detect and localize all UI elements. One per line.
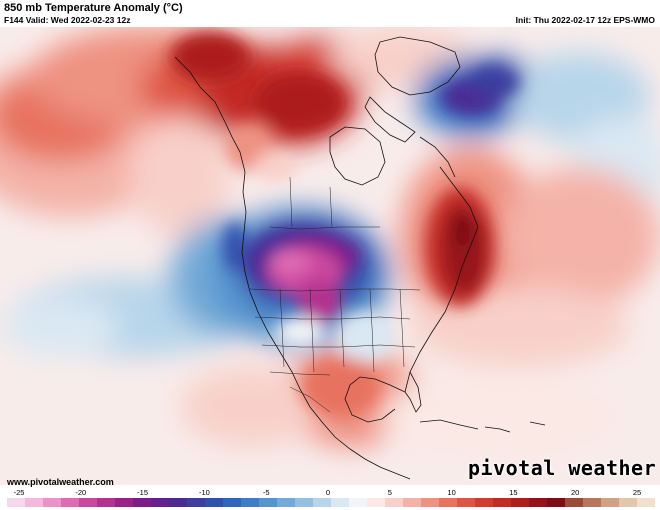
colorbar-swatch <box>349 498 367 507</box>
colorbar-swatch <box>385 498 403 507</box>
colorbar-swatch <box>43 498 61 507</box>
colorbar-swatch <box>187 498 205 507</box>
colorbar-swatch <box>475 498 493 507</box>
colorbar-swatch <box>619 498 637 507</box>
colorbar-swatch <box>583 498 601 507</box>
colorbar-swatch <box>511 498 529 507</box>
colorbar-swatch <box>421 498 439 507</box>
colorbar-tick-label: -25 <box>13 488 25 497</box>
colorbar-swatch <box>565 498 583 507</box>
colorbar-swatch <box>331 498 349 507</box>
colorbar-swatch <box>403 498 421 507</box>
colorbar-swatch <box>223 498 241 507</box>
map-title: 850 mb Temperature Anomaly (°C) <box>4 2 183 14</box>
colorbar-swatch <box>61 498 79 507</box>
political-borders <box>249 176 421 413</box>
colorbar-swatch <box>637 498 655 507</box>
colorbar-tick-label: 20 <box>571 488 580 497</box>
colorbar-swatch <box>7 498 25 507</box>
colorbar-swatch <box>115 498 133 507</box>
site-credit: www.pivotalweather.com <box>7 477 114 487</box>
colorbar-tick-label: 10 <box>447 488 456 497</box>
colorbar-swatch <box>205 498 223 507</box>
colorbar-tick-label: -15 <box>137 488 149 497</box>
colorbar-swatch <box>169 498 187 507</box>
colorbar-swatch <box>277 498 295 507</box>
colorbar-tick-label: -5 <box>262 488 270 497</box>
colorbar-swatch <box>241 498 259 507</box>
anomaly-map[interactable] <box>0 27 660 485</box>
colorbar-swatch <box>439 498 457 507</box>
map-canvas <box>0 27 660 485</box>
colorbar: -25 -20 -15 -10 -5 0 5 10 15 20 25 <box>0 488 660 510</box>
header: 850 mb Temperature Anomaly (°C) F144 Val… <box>0 0 660 27</box>
colorbar-swatch <box>97 498 115 507</box>
brand-logo: pivotal weather <box>468 456 657 480</box>
colorbar-swatch <box>529 498 547 507</box>
colorbar-tick-label: 25 <box>632 488 642 497</box>
valid-time: F144 Valid: Wed 2022-02-23 12z <box>4 15 131 25</box>
colorbar-tick-label: 5 <box>387 488 392 497</box>
colorbar-swatch <box>547 498 565 507</box>
colorbar-swatch <box>367 498 385 507</box>
colorbar-tick-label: 15 <box>509 488 518 497</box>
colorbar-swatch <box>25 498 43 507</box>
colorbar-swatch <box>493 498 511 507</box>
colorbar-swatch <box>295 498 313 507</box>
colorbar-swatch <box>601 498 619 507</box>
colorbar-swatch <box>457 498 475 507</box>
colorbar-swatch <box>259 498 277 507</box>
colorbar-tick-label: 0 <box>325 488 331 497</box>
colorbar-tick-label: -20 <box>75 488 87 497</box>
colorbar-swatch <box>151 498 169 507</box>
coastlines <box>174 36 546 480</box>
colorbar-swatch <box>313 498 331 507</box>
init-time: Init: Thu 2022-02-17 12z EPS-WMO <box>515 15 655 25</box>
colorbar-swatches <box>7 498 655 507</box>
colorbar-tick-label: -10 <box>198 488 210 497</box>
colorbar-swatch <box>133 498 151 507</box>
colorbar-swatch <box>79 498 97 507</box>
